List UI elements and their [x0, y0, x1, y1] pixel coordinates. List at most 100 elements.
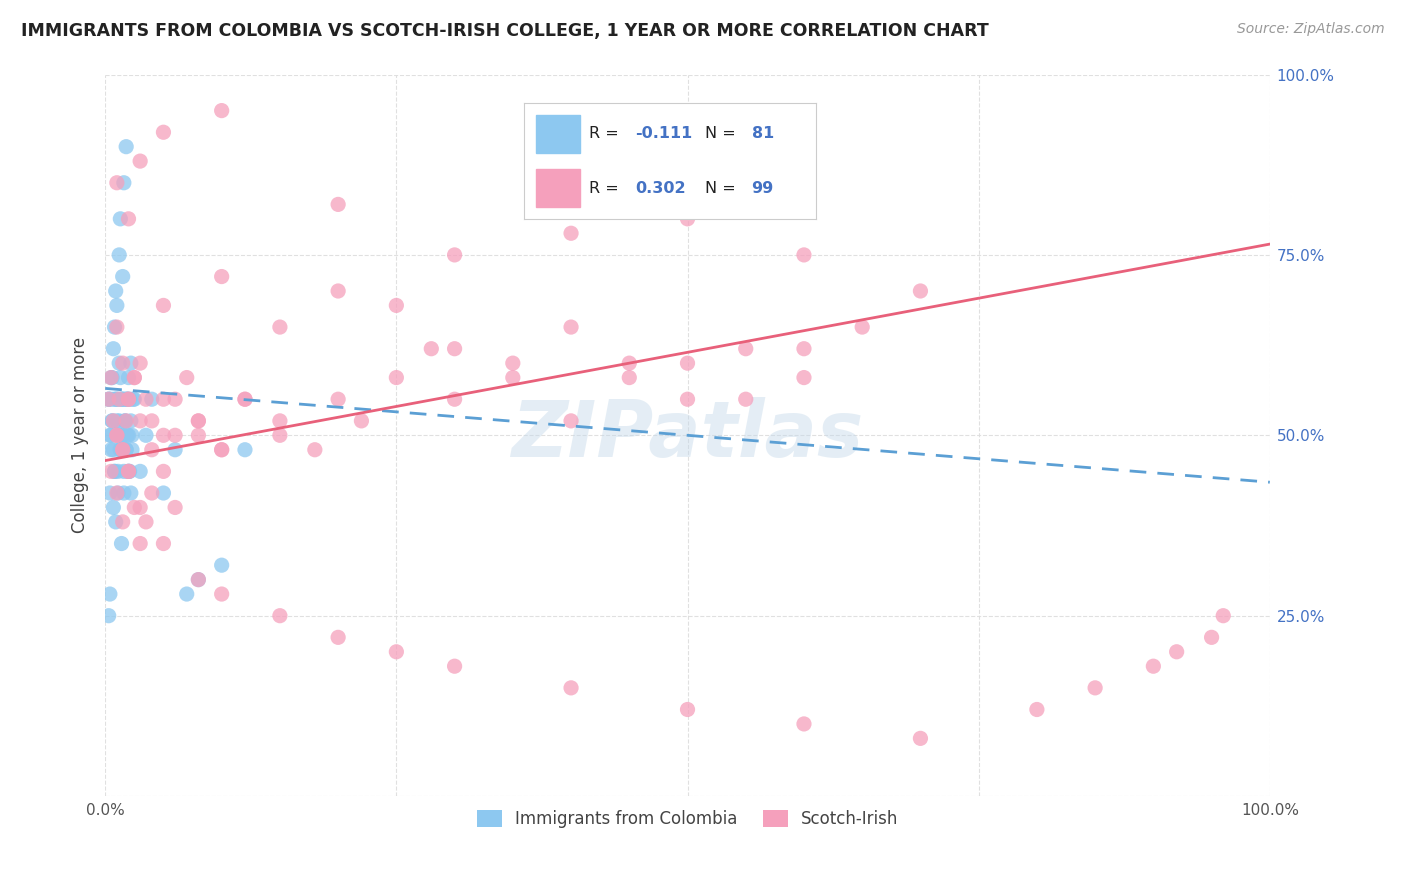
Point [385, 298, 408, 312]
Point [103, 392, 125, 407]
Point [117, 392, 139, 407]
Point [165, 500, 187, 515]
Point [103, 320, 125, 334]
Point [117, 392, 139, 407]
Point [326, 284, 349, 298]
Point [129, 356, 152, 370]
Point [122, 392, 145, 407]
Point [98, 428, 121, 442]
Point [104, 392, 127, 407]
Point [233, 442, 256, 457]
Point [110, 536, 132, 550]
Point [619, 356, 641, 370]
Point [269, 428, 291, 442]
Point [560, 414, 582, 428]
Point [98, 486, 121, 500]
Point [443, 659, 465, 673]
Point [100, 464, 122, 478]
Point [110, 392, 132, 407]
Point [793, 370, 815, 384]
Point [124, 370, 146, 384]
Point [1142, 659, 1164, 673]
Point [104, 515, 127, 529]
Point [117, 464, 139, 478]
Point [326, 197, 349, 211]
Point [269, 320, 291, 334]
Point [165, 428, 187, 442]
Point [443, 392, 465, 407]
Point [112, 464, 135, 478]
Point [676, 702, 699, 716]
Point [385, 370, 408, 384]
Point [117, 464, 139, 478]
Point [101, 414, 124, 428]
Point [129, 414, 152, 428]
Point [152, 125, 174, 139]
Point [141, 414, 163, 428]
Point [152, 486, 174, 500]
Point [443, 342, 465, 356]
Point [118, 464, 141, 478]
Point [105, 486, 128, 500]
Point [110, 211, 132, 226]
Point [97, 392, 120, 407]
Point [105, 414, 128, 428]
Point [100, 442, 122, 457]
Point [98, 587, 121, 601]
Point [117, 211, 139, 226]
Point [910, 284, 932, 298]
Point [560, 681, 582, 695]
Point [120, 486, 142, 500]
Point [676, 392, 699, 407]
Point [105, 428, 128, 442]
Point [97, 392, 120, 407]
Point [108, 428, 131, 442]
Point [105, 392, 128, 407]
Point [1212, 608, 1234, 623]
Point [101, 370, 124, 384]
Point [118, 392, 141, 407]
Point [1201, 631, 1223, 645]
Point [115, 392, 138, 407]
Point [502, 370, 524, 384]
Point [103, 464, 125, 478]
Point [187, 414, 209, 428]
Point [107, 392, 129, 407]
Point [103, 342, 125, 356]
Point [114, 442, 136, 457]
Point [152, 298, 174, 312]
Point [176, 587, 198, 601]
Point [117, 428, 139, 442]
Point [115, 139, 138, 153]
Point [141, 486, 163, 500]
Point [112, 486, 135, 500]
Point [211, 442, 233, 457]
Point [111, 442, 134, 457]
Point [101, 414, 124, 428]
Point [100, 370, 122, 384]
Point [326, 631, 349, 645]
Point [187, 573, 209, 587]
Point [115, 442, 138, 457]
Point [105, 176, 128, 190]
Point [110, 392, 132, 407]
Point [103, 464, 125, 478]
Point [910, 731, 932, 746]
Point [111, 356, 134, 370]
Point [141, 442, 163, 457]
Point [107, 464, 129, 478]
Point [304, 442, 326, 457]
Point [793, 342, 815, 356]
Point [793, 248, 815, 262]
Point [502, 356, 524, 370]
Point [135, 392, 157, 407]
Point [619, 370, 641, 384]
Point [104, 284, 127, 298]
Point [676, 211, 699, 226]
Y-axis label: College, 1 year or more: College, 1 year or more [72, 337, 89, 533]
Point [117, 464, 139, 478]
Point [111, 428, 134, 442]
Point [121, 428, 143, 442]
Point [111, 442, 134, 457]
Point [103, 442, 125, 457]
